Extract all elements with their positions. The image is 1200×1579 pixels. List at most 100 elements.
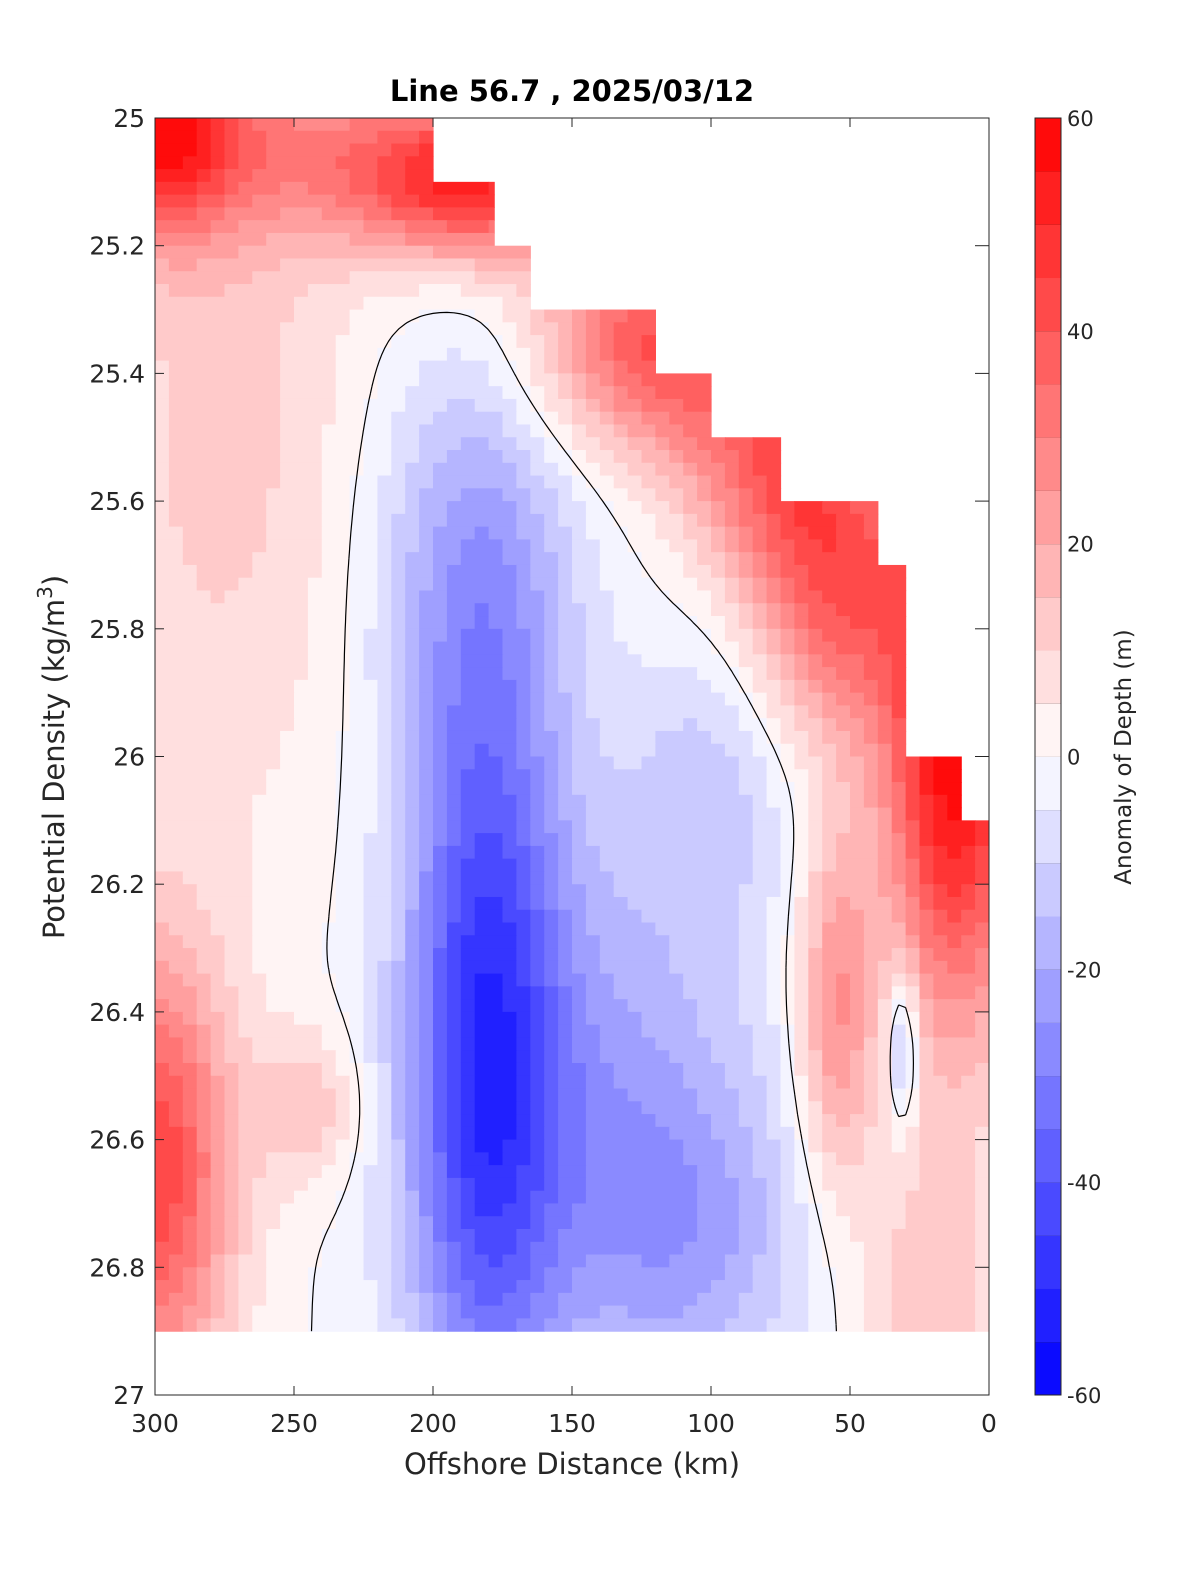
contour-cell: [224, 1190, 239, 1205]
contour-cell: [530, 1062, 545, 1077]
contour-cell: [266, 1165, 323, 1179]
contour-cell: [933, 1011, 976, 1026]
contour-cell: [488, 322, 517, 336]
contour-cell: [613, 475, 643, 489]
colorbar-tick-label: 0: [1067, 746, 1080, 770]
contour-cell: [891, 654, 907, 668]
contour-cell: [544, 513, 559, 528]
contour-cell: [155, 1305, 184, 1319]
contour-cell: [377, 692, 392, 707]
contour-cell: [321, 513, 351, 528]
contour-cell: [349, 577, 378, 592]
contour-cell: [294, 705, 351, 719]
colorbar-swatch: [1035, 1022, 1061, 1077]
contour-cell: [738, 539, 754, 553]
contour-cell: [168, 1024, 198, 1039]
contour-cell: [419, 616, 448, 630]
contour-cell: [947, 807, 962, 821]
contour-cell: [238, 1165, 267, 1179]
contour-cell: [405, 1228, 420, 1243]
contour-cell: [155, 284, 170, 298]
contour-cell: [224, 181, 239, 196]
contour-cell: [558, 1228, 698, 1243]
contour-cell: [377, 820, 392, 834]
contour-cell: [419, 1267, 434, 1281]
contour-cell: [794, 973, 809, 987]
contour-cell: [516, 858, 531, 873]
contour-cell: [558, 386, 573, 400]
contour-cell: [196, 130, 212, 145]
contour-cell: [224, 948, 253, 962]
contour-cell: [446, 1305, 462, 1319]
contour-cell: [419, 1126, 434, 1141]
contour-cell: [210, 1165, 226, 1179]
contour-cell: [224, 1037, 253, 1051]
contour-cell: [613, 973, 684, 987]
contour-cell: [433, 1062, 448, 1077]
contour-cell: [975, 871, 989, 885]
contour-cell: [335, 373, 378, 387]
contour-cell: [572, 1037, 601, 1051]
contour-cell: [863, 794, 879, 809]
contour-cell: [711, 564, 726, 579]
contour-cell: [419, 1254, 434, 1268]
contour-cell: [836, 1267, 865, 1281]
contour-cell: [808, 1037, 823, 1051]
contour-cell: [155, 896, 198, 911]
contour-cell: [530, 373, 559, 387]
contour-cell: [558, 1088, 587, 1102]
contour-cell: [905, 1216, 976, 1230]
contour-cell: [405, 322, 490, 336]
contour-cell: [502, 845, 531, 860]
contour-cell: [808, 654, 823, 668]
contour-cell: [530, 1037, 545, 1051]
contour-cell: [822, 896, 837, 911]
contour-cell: [155, 654, 309, 668]
contour-cell: [266, 488, 323, 502]
contour-cell: [474, 1228, 517, 1243]
contour-cell: [558, 335, 573, 349]
contour-cell: [405, 730, 420, 745]
colorbar-swatch: [1035, 330, 1061, 385]
contour-cell: [252, 271, 351, 285]
contour-cell: [224, 156, 239, 170]
contour-cell: [975, 1190, 989, 1205]
contour-cell: [766, 1011, 782, 1026]
contour-cell: [891, 948, 907, 962]
contour-cell: [391, 909, 406, 924]
contour-cell: [419, 143, 434, 157]
contour-cell: [599, 564, 643, 579]
contour-cell: [266, 130, 378, 145]
colorbar-swatch: [1035, 809, 1061, 864]
contour-cell: [530, 1292, 559, 1307]
contour-cell: [905, 922, 921, 936]
contour-cell: [572, 718, 601, 732]
colorbar-swatch: [1035, 490, 1061, 545]
contour-cell: [446, 347, 462, 362]
contour-cell: [391, 1037, 406, 1051]
contour-cell: [794, 858, 809, 873]
contour-cell: [280, 450, 323, 464]
contour-cell: [446, 1228, 476, 1243]
contour-cell: [307, 616, 351, 630]
contour-cell: [599, 347, 615, 362]
contour-cell: [766, 705, 795, 719]
contour-cell: [474, 1088, 517, 1102]
contour-cell: [252, 833, 337, 847]
contour-cell: [975, 1126, 989, 1141]
contour-cell: [836, 603, 907, 617]
contour-cell: [808, 1062, 823, 1077]
contour-cell: [544, 641, 559, 655]
contour-cell: [474, 526, 490, 541]
contour-cell: [210, 1241, 226, 1256]
contour-cell: [460, 1011, 476, 1026]
contour-cell: [905, 871, 921, 885]
contour-cell: [558, 845, 573, 860]
contour-cell: [224, 194, 253, 208]
contour-cell: [155, 756, 281, 770]
contour-cell: [572, 756, 615, 770]
contour-cell: [766, 782, 795, 796]
contour-cell: [544, 692, 573, 707]
contour-cell: [377, 1062, 392, 1077]
contour-cell: [655, 922, 740, 936]
